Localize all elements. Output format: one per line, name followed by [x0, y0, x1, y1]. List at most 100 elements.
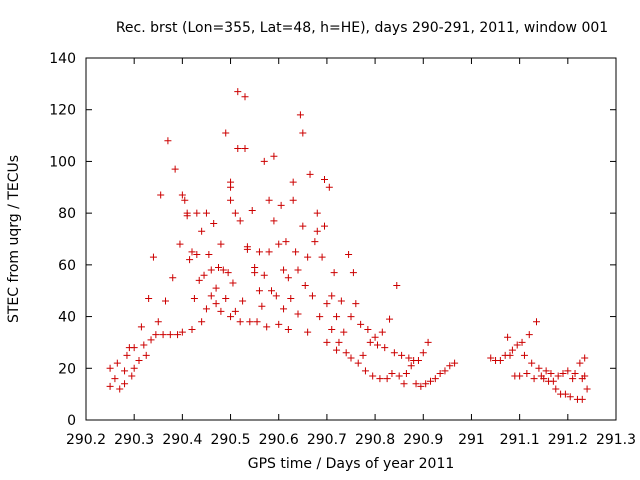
data-point: [304, 253, 312, 261]
y-tick-label: 20: [58, 361, 76, 377]
data-point: [234, 88, 242, 96]
chart-title: Rec. brst (Lon=355, Lat=48, h=HE), days …: [116, 20, 608, 36]
data-point: [369, 372, 377, 380]
data-point: [282, 238, 290, 246]
y-tick-label: 140: [49, 51, 76, 67]
data-point: [162, 297, 169, 305]
data-point: [268, 287, 275, 295]
data-point: [289, 196, 297, 204]
data-point: [549, 377, 557, 385]
data-point: [265, 196, 273, 204]
x-tick-label: 290.4: [162, 432, 202, 448]
x-tick-label: 290.7: [307, 432, 347, 448]
data-point: [378, 328, 386, 336]
data-point: [419, 349, 427, 357]
data-point: [116, 385, 124, 393]
data-point: [217, 240, 225, 248]
x-tick-label: 290.5: [210, 432, 250, 448]
data-point: [275, 240, 283, 248]
y-axis: 0 20 40 60 80 100 120 140: [49, 51, 616, 429]
data-point: [513, 341, 521, 349]
data-point: [130, 344, 138, 352]
data-point: [159, 331, 167, 339]
data-point: [231, 307, 239, 315]
data-point: [294, 266, 302, 274]
data-point: [181, 196, 189, 204]
x-tick-label: 290.2: [66, 432, 106, 448]
data-point: [299, 222, 307, 230]
data-point: [198, 318, 206, 326]
data-point: [193, 251, 201, 259]
x-tick-label: 290.9: [403, 432, 443, 448]
data-point: [405, 354, 413, 362]
data-point: [152, 331, 160, 339]
data-point: [393, 282, 401, 290]
y-axis-label: STEC from uqrg / TECUs: [6, 155, 22, 323]
x-tick-label: 291: [458, 432, 485, 448]
data-point: [436, 369, 444, 377]
data-point: [135, 357, 143, 365]
data-point: [231, 209, 239, 217]
data-point: [210, 219, 218, 227]
data-point: [316, 313, 324, 321]
data-point: [137, 323, 145, 331]
data-point: [241, 93, 249, 101]
data-point: [323, 300, 331, 308]
data-point: [333, 313, 341, 321]
data-point: [323, 338, 331, 346]
data-point: [398, 351, 406, 359]
data-point: [255, 287, 263, 295]
data-point: [193, 209, 201, 217]
data-point: [301, 282, 309, 290]
data-point: [525, 331, 533, 339]
data-point: [540, 375, 548, 383]
data-point: [313, 227, 321, 235]
data-point: [427, 377, 434, 385]
data-point: [292, 248, 300, 256]
data-point: [183, 212, 191, 220]
data-point: [224, 269, 232, 277]
data-point: [296, 111, 304, 119]
data-point: [547, 369, 555, 377]
data-point: [178, 191, 186, 199]
data-point: [106, 382, 114, 390]
data-point: [164, 137, 172, 145]
data-point: [564, 367, 572, 375]
x-axis: 290.2 290.3 290.4 290.5 290.6 290.7 290.8 290.9…: [66, 58, 636, 448]
data-point: [270, 217, 278, 225]
data-point: [111, 375, 119, 383]
data-point: [366, 338, 374, 346]
data-point: [318, 253, 326, 261]
data-point: [236, 318, 244, 326]
data-point: [400, 380, 408, 388]
data-point: [349, 269, 357, 277]
data-point: [508, 346, 516, 354]
data-point: [217, 307, 225, 315]
data-point: [171, 165, 179, 173]
data-point: [241, 145, 249, 152]
data-point: [207, 292, 215, 300]
y-tick-label: 40: [58, 310, 76, 326]
data-point: [212, 284, 220, 292]
data-point: [321, 176, 328, 184]
data-point: [337, 297, 345, 305]
data-point: [352, 300, 360, 308]
data-point: [294, 310, 302, 318]
data-point: [304, 328, 312, 336]
data-point: [229, 279, 237, 287]
data-point: [205, 251, 213, 259]
y-tick-label: 80: [58, 206, 76, 222]
data-point: [147, 336, 155, 344]
data-point: [402, 369, 410, 377]
data-point: [113, 359, 121, 367]
data-point: [530, 375, 538, 383]
data-point: [342, 349, 350, 357]
data-point: [333, 346, 341, 354]
data-point: [260, 271, 268, 279]
data-point: [357, 320, 365, 328]
data-point: [395, 372, 403, 380]
data-point: [140, 341, 148, 349]
data-point: [284, 274, 292, 282]
data-point: [528, 359, 536, 367]
y-tick-label: 120: [49, 103, 76, 119]
